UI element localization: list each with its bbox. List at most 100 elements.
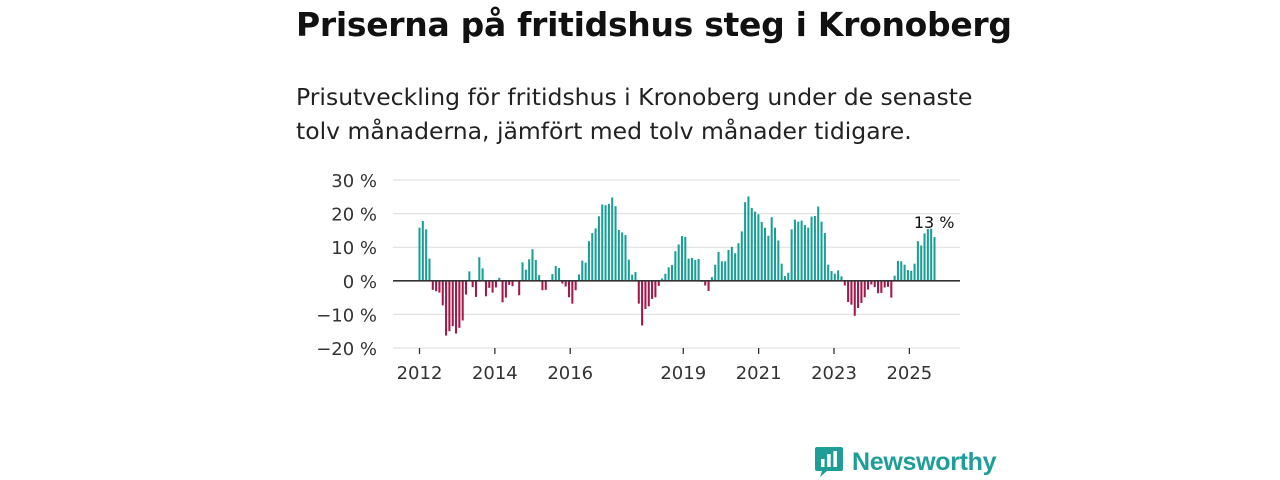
bar — [790, 229, 793, 281]
bar — [830, 271, 833, 281]
bar — [767, 235, 770, 281]
y-tick-label: −10 % — [316, 305, 377, 326]
bar — [474, 280, 478, 297]
bar — [461, 280, 464, 321]
bar — [890, 280, 893, 298]
bar — [577, 274, 581, 281]
bar — [750, 207, 753, 281]
bar — [551, 274, 554, 281]
bar — [484, 280, 487, 297]
bar — [867, 280, 870, 290]
bar — [837, 270, 840, 281]
chart-subtitle: Prisutveckling för fritidshus i Kronober… — [296, 83, 973, 145]
bar — [773, 227, 777, 281]
bar — [770, 217, 773, 281]
bar — [468, 271, 471, 281]
bar — [823, 233, 826, 281]
bar — [724, 261, 727, 281]
x-tick-label: 2019 — [660, 363, 706, 384]
bar — [581, 260, 584, 281]
bar — [690, 257, 693, 281]
bar — [418, 227, 421, 281]
x-tick-label: 2025 — [886, 363, 932, 384]
bar — [903, 264, 906, 281]
bar — [627, 259, 630, 281]
bar — [900, 261, 903, 281]
bar — [435, 280, 438, 292]
bar — [873, 280, 876, 288]
bar — [747, 196, 750, 281]
bar — [850, 280, 853, 305]
bar — [813, 215, 816, 281]
bar — [481, 268, 484, 281]
bar — [488, 280, 491, 288]
bar — [494, 280, 497, 288]
bar — [438, 280, 441, 293]
bar — [661, 278, 664, 281]
bar — [464, 280, 468, 295]
bar — [694, 259, 697, 281]
bar — [521, 262, 524, 281]
bar — [508, 280, 511, 285]
bar — [896, 260, 899, 281]
bar — [631, 274, 634, 281]
bar — [734, 253, 737, 281]
bar — [554, 266, 557, 281]
bar — [574, 280, 577, 291]
bar — [827, 264, 830, 281]
bar — [421, 220, 424, 281]
bar — [647, 280, 650, 307]
bar — [717, 251, 720, 281]
bar — [783, 276, 787, 281]
bar — [448, 280, 451, 332]
bar — [860, 280, 863, 303]
bar — [687, 258, 690, 281]
bar — [910, 270, 913, 281]
bar — [607, 203, 610, 281]
bar — [524, 269, 527, 281]
bar — [740, 231, 743, 281]
bar — [807, 227, 810, 281]
bar — [441, 280, 444, 306]
bar — [657, 280, 660, 286]
bar — [531, 249, 534, 281]
bar — [863, 280, 866, 298]
brand-logo: Newsworthy — [815, 446, 997, 478]
bar — [621, 232, 624, 281]
bar — [498, 277, 501, 281]
bar — [926, 229, 929, 281]
bar-chart: 30 % 20 % 10 % 0 % −10 % −20 % 2012 2014 2016 201… — [316, 171, 960, 384]
y-tick-label: 20 % — [331, 205, 377, 226]
bar — [504, 280, 507, 298]
bar — [780, 263, 783, 281]
bar — [787, 272, 790, 281]
bar — [893, 275, 896, 281]
bar — [641, 280, 644, 326]
bar — [843, 280, 846, 286]
bar — [754, 211, 757, 281]
bar — [707, 280, 710, 291]
bar — [511, 280, 514, 287]
bar — [876, 280, 880, 294]
y-tick-label: 0 % — [343, 272, 377, 293]
bar — [594, 228, 597, 281]
bar — [604, 205, 607, 281]
bar — [597, 216, 600, 281]
bar — [810, 216, 813, 281]
bar — [445, 280, 448, 336]
chart-title: Priserna på fritidshus steg i Kronoberg — [296, 5, 1012, 44]
bar — [667, 267, 670, 281]
bar — [680, 236, 684, 281]
bar — [614, 206, 617, 281]
bar — [624, 235, 627, 281]
bar — [528, 259, 531, 281]
bar — [847, 280, 850, 302]
bar — [833, 273, 836, 281]
bar — [561, 280, 564, 284]
bar — [930, 228, 933, 281]
bar — [634, 272, 637, 281]
y-tick-label: −20 % — [316, 339, 377, 360]
last-value-annotation: 13 % — [914, 213, 955, 232]
bar — [730, 246, 733, 281]
bar — [637, 280, 640, 304]
